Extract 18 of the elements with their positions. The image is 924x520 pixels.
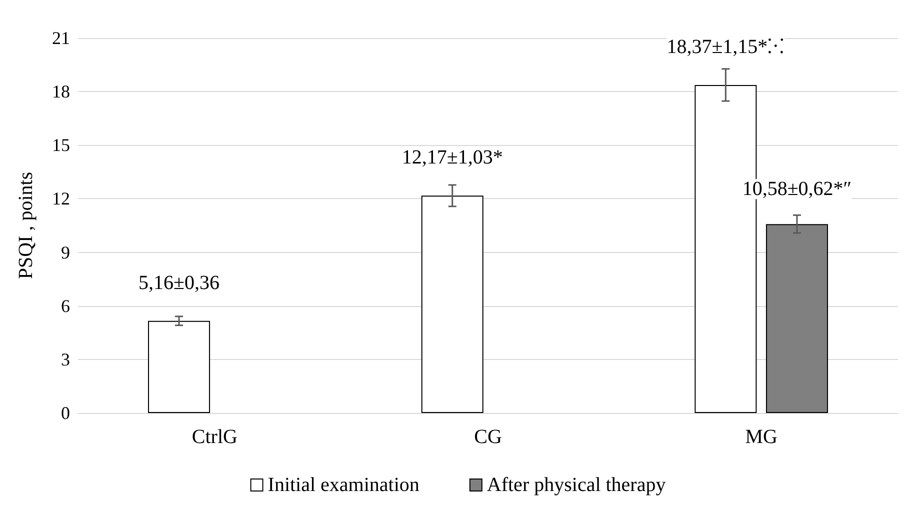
legend-label: After physical therapy xyxy=(486,474,666,496)
y-tick-label: 3 xyxy=(61,349,70,370)
x-tick-label: CG xyxy=(474,426,502,448)
data-label: 10,58±0,62*″ xyxy=(742,178,852,200)
y-tick-label: 21 xyxy=(52,28,70,48)
data-label: 5,16±0,36 xyxy=(138,272,220,294)
y-tick-label: 18 xyxy=(52,82,70,102)
data-label: 12,17±1,03* xyxy=(402,146,503,169)
legend-label: Initial examination xyxy=(268,474,420,496)
y-axis-title: PSQI , points xyxy=(15,172,37,280)
x-tick-label: CtrlG xyxy=(192,426,238,448)
y-tick-label: 15 xyxy=(52,135,70,156)
x-tick-label: MG xyxy=(745,426,778,448)
y-tick-label: 12 xyxy=(52,188,70,209)
y-tick-label: 0 xyxy=(61,403,70,423)
data-label: 18,37±1,15*⁙ xyxy=(666,36,785,58)
y-tick-label: 6 xyxy=(61,296,70,316)
y-tick-label: 9 xyxy=(61,242,70,262)
